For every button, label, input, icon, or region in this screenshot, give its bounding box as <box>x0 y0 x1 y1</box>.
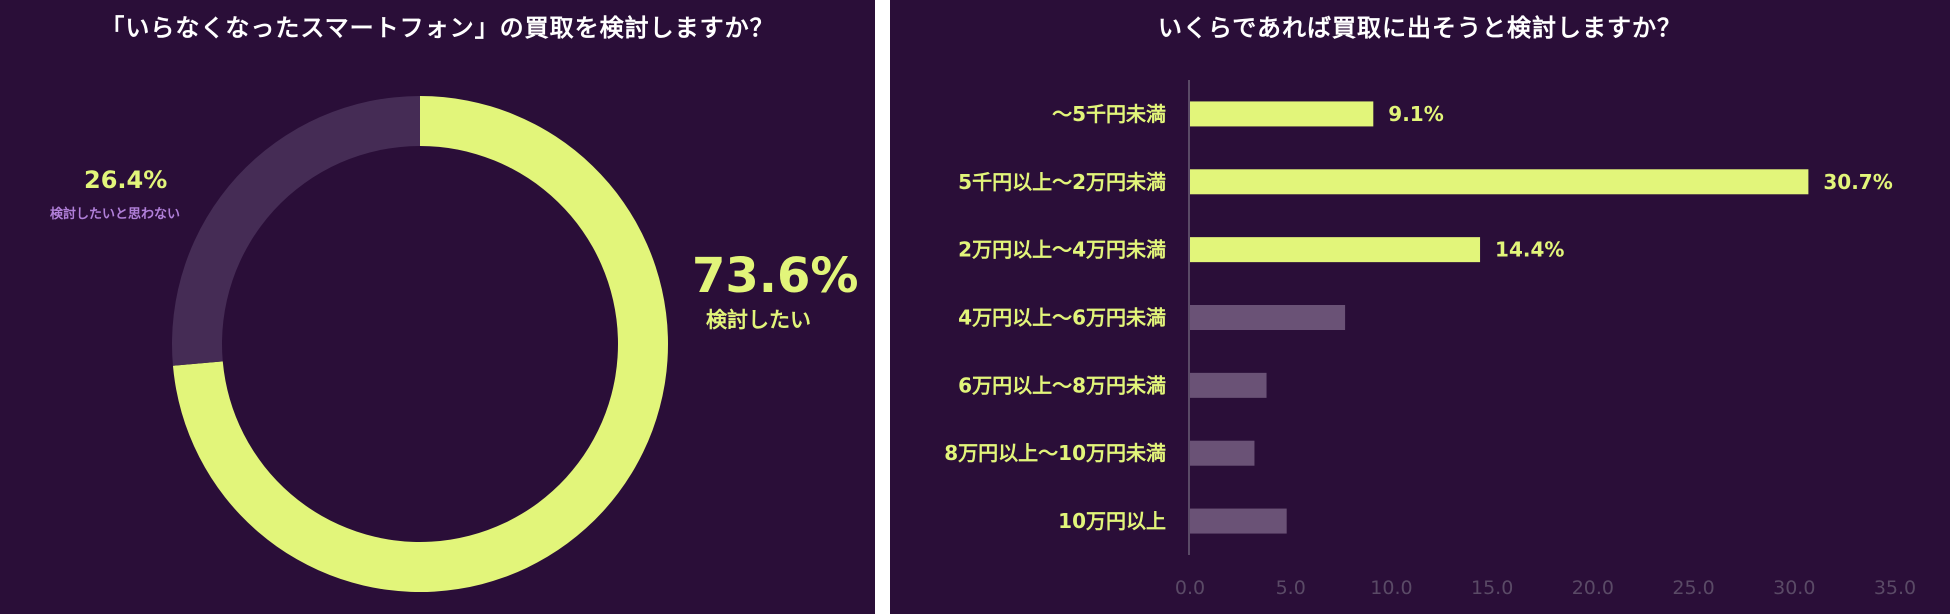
donut-slice-1 <box>172 96 420 366</box>
data-label-2: 14.4% <box>1495 238 1564 262</box>
x-tick-label-4: 20.0 <box>1572 577 1614 599</box>
bar-chart: 〜5千円未満 9.1% 5千円以上〜2万円未満 30.7% 2万円以上〜4万円未満 14.… <box>944 80 1916 599</box>
category-label-4: 6万円以上〜8万円未満 <box>958 373 1166 397</box>
bar-1 <box>1190 169 1809 195</box>
bar-3 <box>1190 305 1346 330</box>
donut-chart-panel: 「いらなくなったスマートフォン」の買取を検討しますか？ 73.6% 検討したい … <box>0 0 875 614</box>
bar-chart-title: いくらであれば買取に出そうと検討しますか？ <box>1157 14 1683 42</box>
x-tick-label-5: 25.0 <box>1672 577 1714 599</box>
bar-chart-panel: いくらであれば買取に出そうと検討しますか？ 〜5千円未満 9.1% 5千円以上〜2万… <box>890 0 1950 614</box>
bar-5 <box>1190 440 1255 466</box>
bar-0 <box>1190 101 1374 127</box>
bar-4 <box>1190 372 1267 398</box>
bar-2 <box>1190 237 1481 263</box>
x-tick-label-0: 0.0 <box>1175 577 1205 599</box>
category-label-3: 4万円以上〜6万円未満 <box>958 306 1166 330</box>
x-tick-label-2: 10.0 <box>1370 577 1412 599</box>
bar-6 <box>1190 508 1287 534</box>
donut-chart <box>172 96 669 593</box>
slice-label-yes: 検討したい <box>706 308 811 332</box>
donut-chart-title: 「いらなくなったスマートフォン」の買取を検討しますか？ <box>100 14 775 42</box>
category-label-6: 10万円以上 <box>1058 509 1166 533</box>
data-label-1: 30.7% <box>1823 170 1892 194</box>
category-label-1: 5千円以上〜2万円未満 <box>958 170 1166 194</box>
slice-label-no: 検討したいと思わない <box>50 207 181 222</box>
x-tick-label-1: 5.0 <box>1276 577 1306 599</box>
x-tick-label-3: 15.0 <box>1471 577 1513 599</box>
x-tick-label-6: 30.0 <box>1773 577 1815 599</box>
category-label-2: 2万円以上〜4万円未満 <box>958 238 1166 262</box>
slice-value-label-no: 26.4% <box>84 166 168 194</box>
category-label-5: 8万円以上〜10万円未満 <box>944 441 1166 465</box>
x-tick-label-7: 35.0 <box>1874 577 1916 599</box>
slice-value-label-yes: 73.6% <box>692 248 859 304</box>
category-label-0: 〜5千円未満 <box>1052 102 1166 126</box>
data-label-0: 9.1% <box>1388 102 1443 126</box>
